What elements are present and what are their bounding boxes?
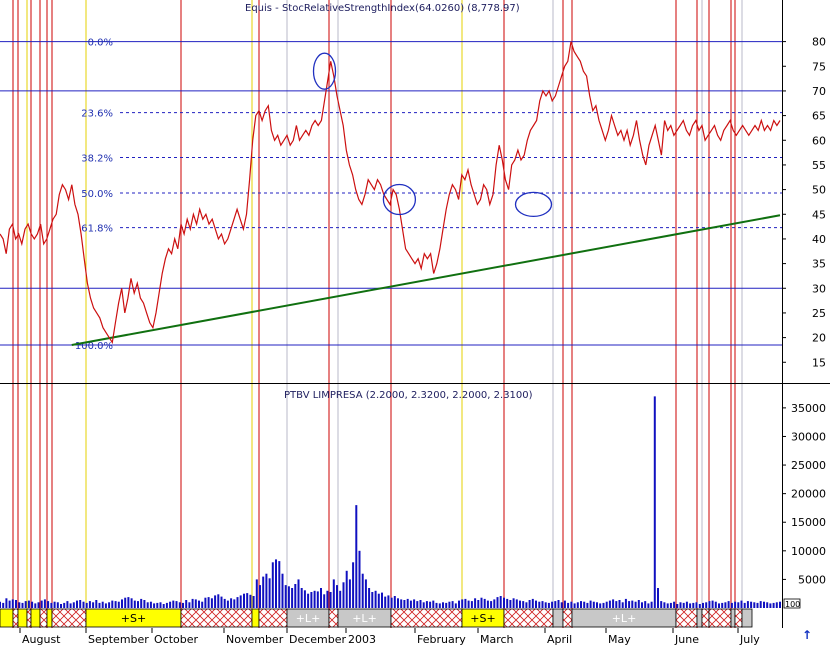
- month-label: 2003: [348, 633, 376, 645]
- signal-segment: [503, 608, 554, 628]
- month-label: December: [289, 633, 347, 645]
- signal-segment: [562, 608, 573, 628]
- signal-segment: [180, 608, 253, 628]
- signal-segment: [46, 608, 53, 628]
- signal-label: +L+: [296, 612, 321, 625]
- signal-segment: [708, 608, 732, 628]
- y-tick-label: 15: [812, 356, 826, 369]
- y-tick-label: 25: [812, 307, 826, 320]
- signal-segment: [552, 608, 564, 628]
- annotation-ellipse: [382, 183, 417, 216]
- volume-y-tick-label: 20000: [791, 488, 826, 501]
- month-label: July: [739, 633, 760, 645]
- volume-scale-label: 100: [785, 600, 800, 609]
- fib-level-label: 50.0%: [81, 189, 113, 200]
- volume-y-tick-label: 30000: [791, 430, 826, 443]
- y-tick-label: 80: [812, 36, 826, 49]
- y-tick-label: 70: [812, 85, 826, 98]
- fib-level-label: 0.0%: [88, 38, 113, 49]
- signal-segment: [39, 608, 48, 628]
- fib-level-label: 61.8%: [81, 224, 113, 235]
- month-label: March: [480, 633, 514, 645]
- volume-y-tick-label: 35000: [791, 402, 826, 415]
- price-series-line: [0, 41, 781, 345]
- signal-segment: [701, 608, 710, 628]
- volume-y-tick-label: 5000: [798, 573, 826, 586]
- signal-segment: [390, 608, 463, 628]
- signal-segment: [30, 608, 41, 628]
- y-tick-label: 55: [812, 159, 826, 172]
- signal-segment: [675, 608, 698, 628]
- fib-level-label: 100.0%: [75, 341, 113, 352]
- trendline: [71, 214, 781, 346]
- y-tick-label: 45: [812, 208, 826, 221]
- y-tick-label: 40: [812, 233, 826, 246]
- price-pane: 0.0% 23.6% 38.2% 50.0% 61.8% 100.0% Equis - St…: [0, 3, 782, 352]
- scroll-up-arrow-icon[interactable]: ↑: [801, 628, 813, 642]
- signal-label: +S+: [121, 612, 146, 625]
- fib-level-label: 23.6%: [81, 109, 113, 120]
- signal-segment: [12, 608, 19, 628]
- month-label: September: [88, 633, 149, 645]
- annotation-ellipse: [514, 191, 553, 218]
- y-tick-label: 65: [812, 110, 826, 123]
- month-label: June: [674, 633, 699, 645]
- annotation-ellipse: [312, 52, 337, 90]
- volume-chart-title: PTBV LIMPRESA (2.2000, 2.3200, 2.2000, 2…: [284, 390, 533, 401]
- month-label: May: [608, 633, 631, 645]
- price-chart-title: Equis - StocRelativeStrengthIndex(64.026…: [245, 3, 520, 14]
- month-label: November: [226, 633, 284, 645]
- signal-segment: [0, 608, 14, 628]
- y-tick-label: 30: [812, 282, 826, 295]
- y-tick-label: 75: [812, 60, 826, 73]
- y-tick-label: 60: [812, 134, 826, 147]
- volume-y-tick-label: 15000: [791, 516, 826, 529]
- signal-label: +L+: [352, 612, 377, 625]
- y-tick-label: 50: [812, 184, 826, 197]
- y-tick-label: 35: [812, 258, 826, 271]
- month-label: October: [154, 633, 198, 645]
- fib-level-label: 38.2%: [81, 154, 113, 165]
- volume-y-tick-label: 10000: [791, 545, 826, 558]
- volume-pane: PTBV LIMPRESA (2.2000, 2.3200, 2.2000, 2…: [0, 390, 781, 608]
- signal-segment: [741, 608, 753, 628]
- month-label: February: [417, 633, 466, 645]
- signal-label: +S+: [470, 612, 495, 625]
- signal-segment: [328, 608, 339, 628]
- signal-segment: [734, 608, 743, 628]
- cycle-vertical-lines: [12, 0, 743, 628]
- signal-segment: [17, 608, 28, 628]
- signal-segment: [51, 608, 87, 628]
- signal-segment: [251, 608, 260, 628]
- signal-segment: [730, 608, 736, 628]
- month-label: August: [22, 633, 61, 645]
- signal-segment: [696, 608, 703, 628]
- signal-label: +L+: [612, 612, 637, 625]
- volume-y-tick-label: 25000: [791, 459, 826, 472]
- y-tick-label: 20: [812, 332, 826, 345]
- signal-segment: [26, 608, 32, 628]
- signal-bar: +S+ +L+ +L+ +S+ +L+: [0, 608, 753, 628]
- signal-segment: [258, 608, 288, 628]
- month-label: April: [547, 633, 572, 645]
- volume-scale-box: [783, 598, 801, 609]
